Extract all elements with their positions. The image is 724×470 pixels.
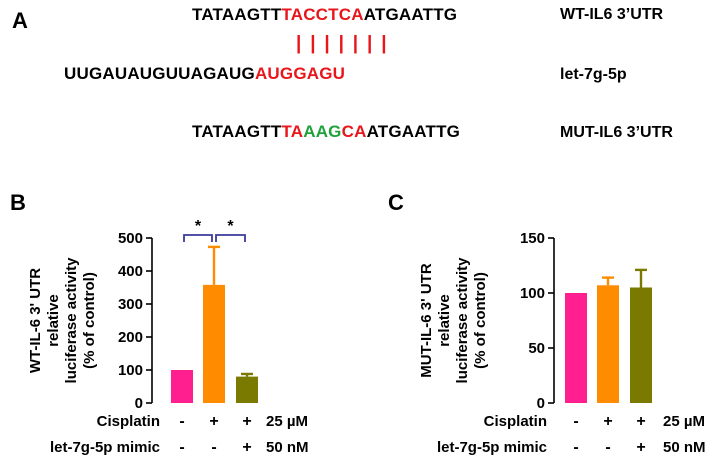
y-tick-label: 400 [118,263,143,280]
y-tick-label: 500 [118,230,143,247]
bar-cisplatin [597,285,619,403]
significance-star: * [195,218,202,235]
condition-mark: + [242,439,251,456]
condition-mark: - [211,439,216,456]
seq-segment: ATGAATTG [363,5,458,24]
significance-star: * [227,218,234,235]
mirna-sequence: UUGAUAUGUUAGAUGAUGGAGU [64,64,345,84]
bar-cisplatin-mimic [630,287,652,403]
condition-mark: - [605,439,610,456]
seq-segment: TA [281,122,304,141]
mirna-label: let-7g-5p [560,66,627,83]
wt-sequence: TATAAGTTTACCTCAATGAATTG [192,5,457,25]
significance-bracket [215,234,246,242]
condition-label: let-7g-5p mimic [437,439,547,456]
significance-bracket [183,234,213,242]
seq-segment: CA [341,122,367,141]
bar-control [171,370,193,403]
condition-unit: 50 nM [266,439,309,456]
condition-mark: + [209,413,218,430]
condition-label: Cisplatin [97,413,160,430]
bar-cisplatin-mimic [236,376,258,403]
y-axis-label: (% of control) [472,272,489,369]
seq-segment: ATGAATTG [366,122,461,141]
mut-label: MUT-IL6 3’UTR [560,124,673,141]
bar-cisplatin [203,284,225,403]
y-tick-label: 0 [135,395,143,412]
y-tick-label: 0 [537,395,545,412]
condition-mark: - [179,439,184,456]
condition-unit: 50 nM [663,439,706,456]
y-axis-label: (% of control) [81,272,98,369]
pairing-mark: | [352,33,359,54]
condition-unit: 25 µM [663,413,705,430]
y-axis-label: MUT-IL-6 3' UTR [418,263,435,378]
seq-segment: TACCTCA [281,5,364,24]
mut-sequence: TATAAGTTTAAAGCAATGAATTG [192,122,460,142]
condition-label: Cisplatin [484,413,547,430]
condition-mark: - [179,413,184,430]
seq-segment: TATAAGTT [192,5,282,24]
y-tick-label: 100 [118,362,143,379]
y-axis-label: WT-IL-6 3' UTR [27,268,44,373]
pairing-mark: | [338,33,344,54]
seq-segment: AUGGAGU [254,64,346,83]
condition-unit: 25 µM [266,413,308,430]
pairing-mark: | [324,33,330,54]
condition-mark: - [573,413,578,430]
pairing-mark: | [381,33,387,54]
y-axis-label: luciferase activity [63,257,80,384]
y-axis-label: relative [45,294,62,347]
pairing-marks: | | | | | | | [296,33,396,55]
y-axis-label: luciferase activity [454,257,471,384]
condition-mark: + [242,413,251,430]
pairing-mark: | [310,33,316,54]
condition-mark: + [603,413,612,430]
seq-segment: UUGAUAUGUUAGAUG [64,64,255,83]
condition-mark: + [636,439,645,456]
panel-b-letter: B [10,190,26,215]
y-axis-label: relative [436,294,453,347]
panel-a-letter: A [12,8,28,33]
panel-c-letter: C [388,190,404,215]
condition-mark: + [636,413,645,430]
y-tick-label: 50 [528,340,545,357]
y-tick-label: 300 [118,296,143,313]
y-tick-label: 150 [520,230,545,247]
condition-label: let-7g-5p mimic [50,439,160,456]
pairing-mark: | [367,33,373,54]
seq-segment: TATAAGTT [192,122,282,141]
y-tick-label: 100 [520,285,545,302]
y-tick-label: 200 [118,329,143,346]
bar-control [565,293,587,403]
condition-mark: - [573,439,578,456]
seq-segment: AAG [303,122,342,141]
wt-label: WT-IL6 3’UTR [560,6,664,23]
pairing-mark: | [296,33,302,54]
